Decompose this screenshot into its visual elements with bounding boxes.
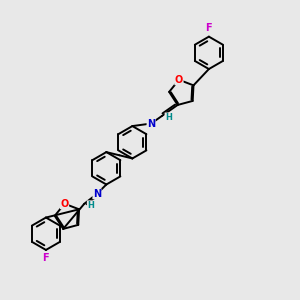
Text: H: H: [87, 201, 94, 210]
Text: O: O: [60, 199, 69, 209]
Text: N: N: [147, 118, 155, 128]
Text: N: N: [93, 189, 101, 199]
Text: H: H: [165, 113, 172, 122]
Text: F: F: [43, 253, 49, 263]
Text: F: F: [206, 23, 212, 33]
Text: O: O: [175, 75, 183, 85]
